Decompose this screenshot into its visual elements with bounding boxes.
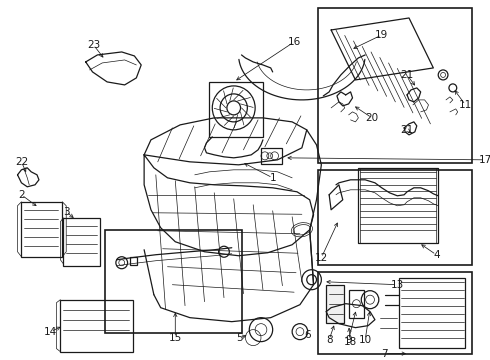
Text: 21: 21 xyxy=(400,70,414,80)
Text: 6: 6 xyxy=(304,330,311,339)
Text: 21: 21 xyxy=(400,125,414,135)
Text: 23: 23 xyxy=(87,40,100,50)
Text: 17: 17 xyxy=(478,155,490,165)
Text: 10: 10 xyxy=(359,335,372,345)
Text: 4: 4 xyxy=(433,250,440,260)
Bar xyxy=(60,300,133,352)
Text: 12: 12 xyxy=(315,253,328,263)
Text: 7: 7 xyxy=(381,348,388,359)
Text: 11: 11 xyxy=(459,100,472,110)
Text: 14: 14 xyxy=(44,327,57,337)
Bar xyxy=(129,257,137,265)
Bar xyxy=(105,230,242,333)
Bar xyxy=(209,82,263,137)
Text: 20: 20 xyxy=(366,113,379,123)
Bar xyxy=(318,272,472,354)
Bar xyxy=(318,170,472,265)
Bar xyxy=(326,285,344,323)
Text: 5: 5 xyxy=(236,333,243,343)
Text: 15: 15 xyxy=(169,333,182,343)
Bar xyxy=(358,168,438,243)
Bar xyxy=(22,202,62,257)
Bar xyxy=(399,278,466,348)
Text: 8: 8 xyxy=(326,335,333,345)
Bar xyxy=(63,218,100,266)
Text: 2: 2 xyxy=(18,190,24,200)
Text: 9: 9 xyxy=(345,335,352,345)
Text: 22: 22 xyxy=(15,157,28,167)
Bar xyxy=(348,290,364,318)
Text: 3: 3 xyxy=(63,207,70,217)
Text: 19: 19 xyxy=(375,30,389,40)
Text: 16: 16 xyxy=(288,37,301,47)
Bar xyxy=(261,148,282,164)
Text: 13: 13 xyxy=(391,280,404,290)
Bar xyxy=(318,8,472,163)
Text: 18: 18 xyxy=(344,337,357,347)
Text: 1: 1 xyxy=(270,173,276,183)
